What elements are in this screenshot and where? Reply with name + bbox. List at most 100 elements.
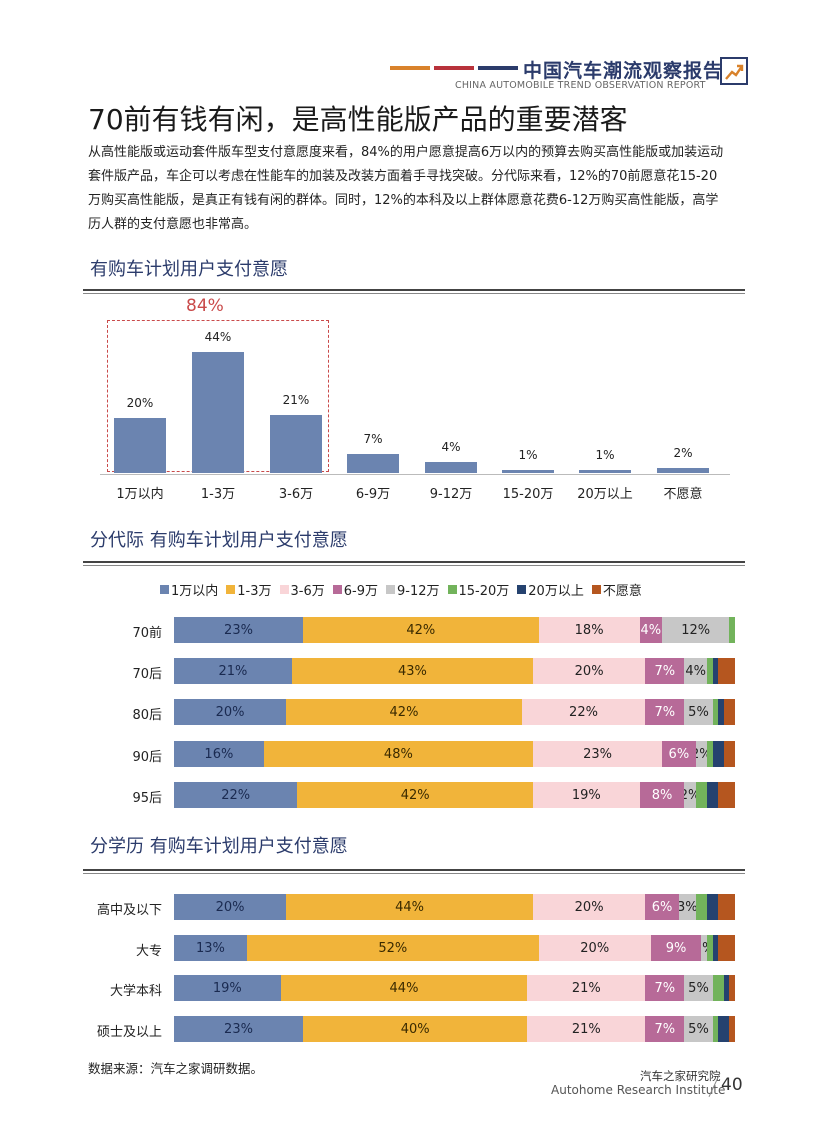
bar-segment bbox=[712, 1016, 719, 1042]
legend-item: 6-9万 bbox=[332, 580, 378, 599]
row-label: 大学本科 bbox=[109, 984, 162, 999]
stacked-bar: 20%44%20%6%3% bbox=[174, 894, 735, 920]
highlight-label: 84% bbox=[186, 296, 224, 316]
bar-segment bbox=[712, 975, 724, 1001]
legend-swatch bbox=[517, 585, 527, 594]
org-name-en: Autohome Research Institute bbox=[551, 1083, 726, 1097]
category-label: 9-12万 bbox=[429, 487, 473, 502]
bar-0 bbox=[114, 418, 166, 473]
category-label: 15-20万 bbox=[502, 487, 554, 502]
stacked-bar: 21% 43% 20% 7% 4% bbox=[174, 658, 735, 684]
bar-segment bbox=[729, 975, 735, 1001]
legend-label: 1-3万 bbox=[237, 584, 272, 599]
bar-segment: 48% bbox=[263, 741, 534, 767]
bar-segment: 44% bbox=[280, 975, 528, 1001]
bar-segment: 23% bbox=[533, 741, 663, 767]
bar-segment: 6% bbox=[645, 894, 679, 920]
data-source: 数据来源：汽车之家调研数据。 bbox=[88, 1061, 264, 1076]
bar-segment: 42% bbox=[303, 617, 539, 643]
section-rule bbox=[83, 561, 745, 563]
row-label: 70前 bbox=[132, 626, 162, 641]
bar-segment: 7% bbox=[645, 699, 685, 725]
bar-segment: 21% bbox=[174, 658, 292, 684]
bar-segment: 5% bbox=[684, 699, 713, 725]
bar-segment: 4% bbox=[639, 617, 663, 643]
x-axis bbox=[100, 474, 730, 475]
stacked-bar: 23% 42% 18% 4% 12% bbox=[174, 617, 735, 643]
header-bar-orange bbox=[390, 66, 430, 70]
bar-segment: 13% bbox=[174, 935, 247, 961]
bar-segment: 20% bbox=[533, 658, 646, 684]
category-label: 1万以内 bbox=[116, 487, 164, 502]
bar-segment: 42% bbox=[286, 699, 522, 725]
bar-segment bbox=[712, 658, 719, 684]
legend-label: 6-9万 bbox=[343, 584, 378, 599]
bar-value-label: 44% bbox=[204, 330, 232, 344]
header-bar-navy bbox=[478, 66, 518, 70]
bar-segment bbox=[723, 699, 735, 725]
bar-segment bbox=[718, 894, 735, 920]
row-label: 硕士及以上 bbox=[96, 1025, 162, 1040]
bar-segment: 19% bbox=[533, 782, 640, 808]
bar-segment: 5% bbox=[684, 975, 713, 1001]
legend-swatch bbox=[332, 585, 342, 594]
bar-segment bbox=[729, 1016, 735, 1042]
bar-segment bbox=[718, 658, 735, 684]
bar-segment bbox=[712, 741, 724, 767]
legend-item: 9-12万 bbox=[385, 580, 440, 599]
legend-item: 3-6万 bbox=[279, 580, 325, 599]
bar-segment: 22% bbox=[521, 699, 646, 725]
section-rule-thin bbox=[83, 565, 745, 566]
bar-6 bbox=[579, 470, 631, 473]
row-label: 高中及以下 bbox=[96, 903, 162, 918]
bar-segment bbox=[718, 935, 735, 961]
section-rule bbox=[83, 869, 745, 871]
bar-segment: 21% bbox=[527, 1016, 646, 1042]
section-title-overall: 有购车计划用户支付意愿 bbox=[90, 259, 288, 280]
bar-segment: 22% bbox=[174, 782, 298, 808]
bar-segment: 40% bbox=[303, 1016, 528, 1042]
org-name-cn: 汽车之家研究院 bbox=[640, 1069, 721, 1083]
category-label: 1-3万 bbox=[200, 487, 236, 502]
bar-value-label: 20% bbox=[126, 396, 154, 410]
legend-item: 1-3万 bbox=[226, 580, 272, 599]
header-bar-red bbox=[434, 66, 474, 70]
bar-segment: 23% bbox=[174, 617, 304, 643]
bar-4 bbox=[425, 462, 477, 473]
section-title-education: 分学历 有购车计划用户支付意愿 bbox=[90, 836, 348, 857]
stacked-bar: 20% 42% 22% 7% 5% bbox=[174, 699, 735, 725]
page-title: 70前有钱有闲，是高性能版产品的重要潜客 bbox=[88, 103, 628, 136]
bar-segment bbox=[729, 617, 735, 643]
bar-segment: 3% bbox=[678, 894, 696, 920]
stacked-bar: 13%52%20%9%1% bbox=[174, 935, 735, 961]
bar-segment: 21% bbox=[527, 975, 646, 1001]
bar-segment bbox=[706, 935, 713, 961]
section-rule-thin bbox=[83, 873, 745, 874]
bar-segment bbox=[712, 935, 719, 961]
row-label: 95后 bbox=[132, 791, 162, 806]
bar-segment bbox=[723, 975, 730, 1001]
intro-paragraph: 从高性能版或运动套件版车型支付意愿度来看，84%的用户愿意提高6万以内的预算去购… bbox=[88, 145, 724, 232]
bar-segment: 9% bbox=[650, 935, 702, 961]
bar-segment bbox=[723, 741, 735, 767]
bar-segment: 7% bbox=[645, 658, 685, 684]
bar-segment bbox=[718, 699, 724, 725]
stacked-bar: 16%48%23%6%2% bbox=[174, 741, 735, 767]
bar-segment bbox=[695, 782, 707, 808]
stacked-bar: 23% 40% 21% 7% 5% bbox=[174, 1016, 735, 1042]
bar-segment bbox=[706, 741, 713, 767]
legend-item: 不愿意 bbox=[591, 580, 642, 599]
bar-value-label: 1% bbox=[518, 448, 538, 462]
bar-segment bbox=[695, 894, 707, 920]
legend-swatch bbox=[447, 585, 457, 594]
bar-segment bbox=[712, 699, 719, 725]
bar-value-label: 7% bbox=[363, 431, 383, 446]
section-rule bbox=[83, 289, 745, 291]
bar-segment bbox=[706, 782, 719, 808]
bar-2 bbox=[270, 415, 322, 473]
legend-swatch bbox=[279, 585, 289, 594]
legend-label: 3-6万 bbox=[290, 584, 325, 599]
legend-label: 9-12万 bbox=[396, 584, 440, 599]
bar-segment: 2% bbox=[684, 782, 696, 808]
bar-5 bbox=[502, 470, 554, 473]
